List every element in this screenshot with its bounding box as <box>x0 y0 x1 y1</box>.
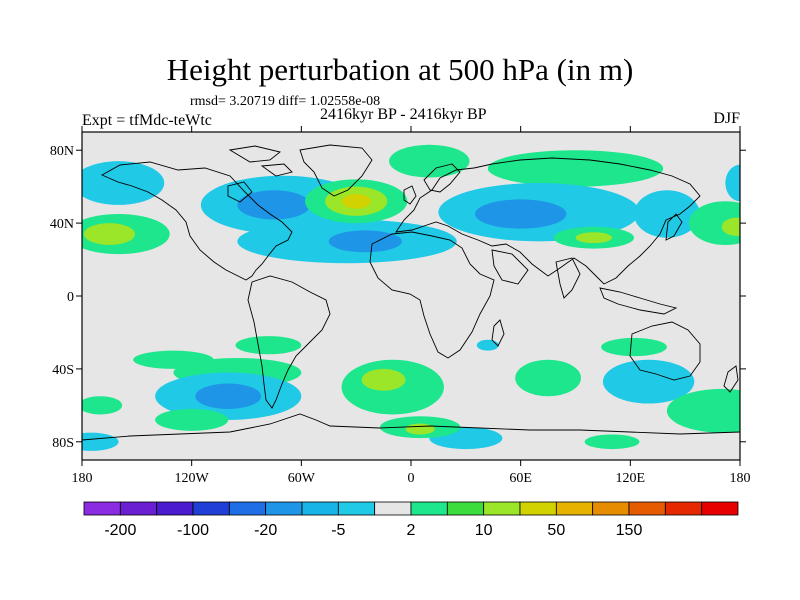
chart-title: Height perturbation at 500 hPa (in m) <box>166 52 634 87</box>
coastline-scandinavia <box>423 163 461 193</box>
anomaly-amundsen-pos <box>155 408 229 431</box>
coastline-africa <box>369 231 495 359</box>
coastline-europe <box>395 157 701 285</box>
x-tick-label: 180 <box>72 471 93 486</box>
colorbar-swatch <box>265 501 303 516</box>
anomaly-antarctic-pos-east <box>666 388 740 433</box>
colorbar-swatch <box>701 501 739 516</box>
y-axis: 80N 40N 0 40S 80S <box>50 144 746 451</box>
period-label: 2416kyr BP - 2416kyr BP <box>320 106 487 123</box>
colorbar-swatch <box>119 501 158 516</box>
coastline-arctic-islands <box>228 145 293 177</box>
colorbar-label: 50 <box>547 522 565 539</box>
anomaly-alaska-neg <box>82 161 165 205</box>
colorbar-swatch <box>483 501 521 516</box>
colorbar-swatch <box>410 501 448 516</box>
season-label: DJF <box>713 110 740 127</box>
anomaly-south-america-pos <box>235 336 302 355</box>
colorbar-swatch <box>301 501 339 516</box>
anomaly-antarctic-pos-south <box>584 434 640 450</box>
anomaly-australia-neg <box>602 359 695 404</box>
experiment-label: Expt = tfMdc-teWtc <box>82 112 212 129</box>
y-tick-label: 80S <box>52 436 74 451</box>
coastline-madagascar <box>491 319 505 347</box>
anomaly-north-pacific-core <box>83 223 136 245</box>
anomaly-north-america-core <box>237 190 311 220</box>
colorbar-swatch <box>592 501 630 516</box>
colorbar-label: -20 <box>254 522 277 539</box>
colorbar-swatch <box>446 501 485 516</box>
coastline-india <box>555 257 581 299</box>
coastline-greenland <box>299 144 373 197</box>
colorbar-swatch <box>156 501 194 516</box>
rmsd-label: rmsd= 3.20719 diff= 1.02558e-08 <box>190 94 381 109</box>
anomaly-north-atlantic-peak <box>341 193 371 209</box>
anomaly-atlantic-core <box>328 230 402 253</box>
x-tick-label: 120E <box>616 471 646 486</box>
coastline-antarctica <box>82 413 740 441</box>
anomaly-antarctic-core <box>405 423 435 435</box>
coastline-australia <box>629 321 701 381</box>
anomaly-east-pacific-core <box>721 217 740 236</box>
colorbar-label: 10 <box>475 522 493 539</box>
colorbar-swatch <box>555 501 594 516</box>
colorbar-label: 150 <box>616 522 643 539</box>
colorbar-swatch <box>337 501 376 516</box>
coastline-north-america <box>100 161 293 281</box>
colorbar-swatch <box>192 501 230 516</box>
y-tick-label: 40N <box>50 217 74 232</box>
anomaly-madagascar-neg <box>476 339 499 351</box>
colorbar-label: -5 <box>331 522 345 539</box>
coastline-new-zealand <box>723 365 739 393</box>
anomaly-regions <box>82 144 740 451</box>
anomaly-asia-pos-core <box>575 232 613 244</box>
coastline-uk <box>403 185 417 205</box>
y-tick-label: 40S <box>52 363 74 378</box>
anomaly-indian-ocean-pos <box>515 359 581 397</box>
colorbar: -200 -100 -20 -5 2 10 50 150 <box>83 501 739 539</box>
anomaly-southern-ocean-core <box>361 368 406 391</box>
x-tick-label: 120W <box>175 471 210 486</box>
x-axis: 180 120W 60W 0 60E 120E 180 <box>72 126 751 486</box>
coastline-south-america <box>247 275 331 409</box>
coastline-japan <box>665 213 683 241</box>
anomaly-eurasia-core <box>474 199 567 229</box>
colorbar-swatch <box>628 501 666 516</box>
anomaly-antarctic-pos-west <box>82 396 123 415</box>
coastlines <box>82 144 740 441</box>
colorbar-swatch <box>374 501 412 516</box>
colorbar-label: -100 <box>177 522 209 539</box>
coastline-hudson-bay <box>227 181 253 203</box>
anomaly-west-pacific-neg <box>633 190 700 238</box>
anomaly-arctic-pos-east <box>487 150 664 187</box>
colorbar-label: 2 <box>407 522 416 539</box>
colorbar-label: -200 <box>104 522 136 539</box>
colorbar-swatch <box>664 501 703 516</box>
x-tick-label: 60E <box>509 471 532 486</box>
x-tick-label: 180 <box>730 471 751 486</box>
anomaly-far-east-neg <box>725 164 740 202</box>
x-tick-label: 60W <box>288 471 316 486</box>
y-tick-label: 0 <box>67 290 74 305</box>
anomaly-south-america-core <box>195 383 262 409</box>
coastline-indonesia <box>599 287 678 315</box>
colorbar-swatch <box>228 501 267 516</box>
anomaly-arctic-pos <box>389 144 470 178</box>
x-tick-label: 0 <box>408 471 415 486</box>
y-tick-label: 80N <box>50 144 74 159</box>
coastline-arabia <box>491 249 529 285</box>
anomaly-east-pacific-pos <box>688 201 740 245</box>
colorbar-swatch <box>519 501 557 516</box>
anomaly-ross-neg <box>82 432 119 451</box>
colorbar-swatch <box>83 501 121 516</box>
anomaly-australia-pos <box>601 337 667 357</box>
